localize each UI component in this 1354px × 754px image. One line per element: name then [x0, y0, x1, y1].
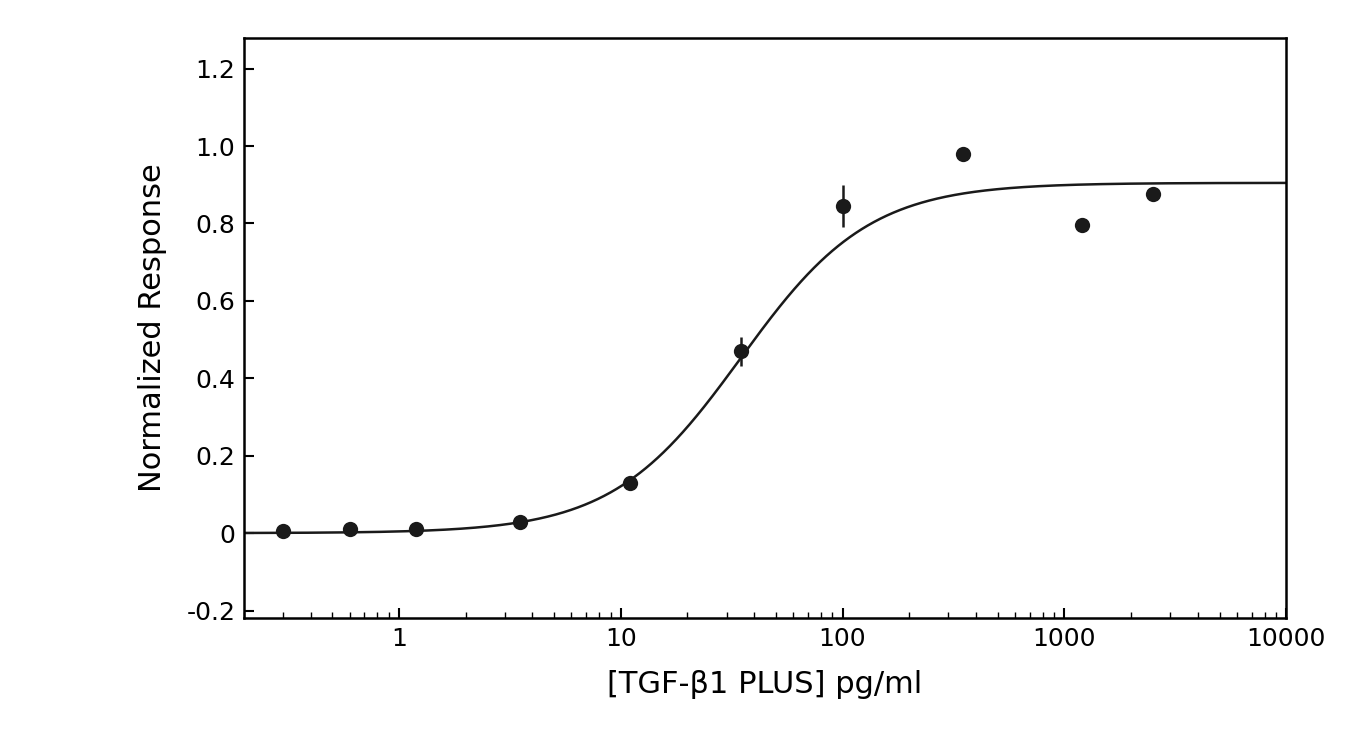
Y-axis label: Normalized Response: Normalized Response: [138, 164, 167, 492]
X-axis label: [TGF-β1 PLUS] pg/ml: [TGF-β1 PLUS] pg/ml: [608, 670, 922, 699]
